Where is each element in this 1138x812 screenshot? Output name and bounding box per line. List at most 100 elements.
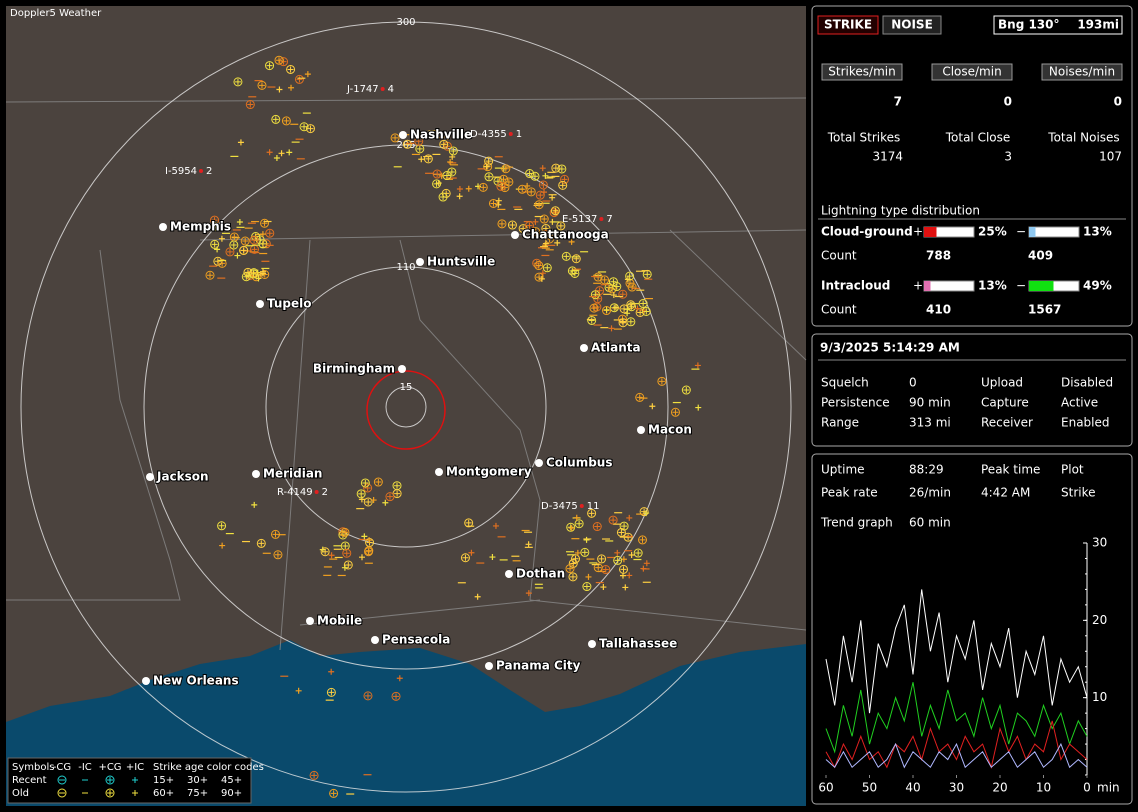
- strike-symbol: [589, 303, 599, 313]
- strike-symbol: [311, 772, 318, 779]
- strike-symbol: [504, 177, 514, 187]
- type-name: Cloud-ground: [821, 225, 913, 239]
- count-label: Count: [821, 249, 857, 263]
- strike-symbol: [434, 171, 441, 178]
- strike-symbol: [442, 171, 452, 181]
- sign: +: [913, 279, 923, 293]
- range-ring: [265, 266, 547, 548]
- strike-symbol: [480, 184, 487, 191]
- strike-symbol: [525, 169, 535, 179]
- strike-symbol: [251, 501, 258, 508]
- strike-symbol: [542, 263, 552, 273]
- strike-symbol: [390, 133, 400, 143]
- station-count: 2: [206, 166, 212, 177]
- strike-symbol: [554, 239, 561, 246]
- strike-symbol: [501, 164, 511, 174]
- strike-symbol: [649, 403, 656, 410]
- strike-symbol: [588, 317, 595, 324]
- legend-age: 30+: [187, 775, 208, 786]
- setting-value: 313 mi: [909, 416, 951, 430]
- x-tick-label: 50: [862, 781, 877, 795]
- strike-symbol: [274, 55, 284, 65]
- stat-label: Plot: [1061, 463, 1084, 477]
- station-count: 11: [587, 501, 600, 512]
- strike-symbol: [592, 522, 602, 532]
- legend-age: 15+: [153, 775, 174, 786]
- strike-symbol: [239, 245, 249, 255]
- service-value: Enabled: [1061, 416, 1110, 430]
- city-label: Nashville: [410, 128, 472, 142]
- service-value: Active: [1061, 396, 1098, 410]
- strike-symbol: [322, 548, 329, 555]
- strike-symbol: [418, 156, 425, 163]
- strike-symbol: [539, 165, 546, 172]
- station-id: D-3475: [541, 501, 578, 512]
- strike-symbol: [627, 301, 634, 308]
- bar-fill: [924, 227, 937, 237]
- strike-symbol: [587, 315, 597, 325]
- strike-symbol: [340, 527, 350, 537]
- bar-track: [1028, 226, 1080, 238]
- strike-symbol: [520, 225, 527, 232]
- noise-toggle[interactable]: [882, 15, 942, 35]
- strike-toggle[interactable]: [817, 15, 879, 35]
- strike-symbol: [681, 385, 691, 395]
- strike-symbol: [532, 228, 539, 235]
- legend-age: 60+: [153, 788, 174, 799]
- strike-symbol: [571, 254, 581, 264]
- strike-symbol: [343, 550, 350, 557]
- strike-symbol: [364, 692, 371, 699]
- city-label: Pensacola: [382, 633, 450, 647]
- total-value: 3: [1004, 150, 1012, 164]
- strike-symbol: [433, 180, 440, 187]
- trend-line: [825, 682, 1088, 754]
- strike-toggle-label: STRIKE: [824, 18, 872, 32]
- station-id: R-4149: [277, 487, 313, 498]
- strike-symbol: [309, 770, 319, 780]
- strike-symbol: [496, 181, 506, 191]
- strike-symbol: [622, 584, 629, 591]
- legend-title: Symbols: [12, 762, 54, 773]
- strike-symbol: [396, 675, 403, 682]
- strike-symbol: [286, 64, 296, 74]
- range-ring: [385, 386, 427, 428]
- setting-label: Squelch: [821, 376, 869, 390]
- strike-symbol: [330, 790, 337, 797]
- city-label: Jackson: [156, 470, 209, 484]
- strike-symbol: [536, 201, 543, 208]
- strike-symbol: [595, 564, 602, 571]
- strike-symbol: [259, 231, 266, 238]
- strike-symbol: [641, 306, 651, 316]
- strike-symbol: [638, 535, 648, 545]
- strike-symbol: [345, 561, 352, 568]
- legend-symbol: [57, 775, 67, 785]
- strike-symbol: [363, 483, 373, 493]
- strike-symbol: [448, 146, 458, 156]
- strike-symbol: [614, 549, 621, 556]
- strike-symbol: [643, 510, 650, 517]
- strike-symbol: [460, 553, 470, 563]
- strike-symbol: [549, 208, 559, 218]
- strike-symbol: [576, 520, 583, 527]
- strike-symbol: [247, 101, 254, 108]
- strike-symbol: [301, 123, 308, 130]
- strike-symbol: [614, 557, 621, 564]
- city-dot: [306, 617, 314, 625]
- stat-label: Trend graph: [820, 516, 893, 530]
- strike-symbol: [544, 264, 551, 271]
- strike-symbol: [218, 235, 225, 242]
- strike-symbol: [638, 299, 648, 309]
- strike-symbol: [629, 284, 636, 291]
- strike-symbol: [568, 572, 578, 582]
- percent: 13%: [978, 279, 1007, 293]
- strike-symbol: [432, 169, 442, 179]
- strike-symbol: [276, 57, 283, 64]
- strike-symbol: [558, 180, 568, 190]
- rate-label: Close/min: [942, 65, 1001, 79]
- range-ring: [20, 21, 792, 793]
- rate-value: 7: [894, 95, 902, 109]
- strike-symbol: [600, 584, 607, 591]
- strike-symbol: [299, 122, 309, 132]
- range-label: 110: [396, 262, 415, 273]
- x-tick-label: 0: [1083, 781, 1091, 795]
